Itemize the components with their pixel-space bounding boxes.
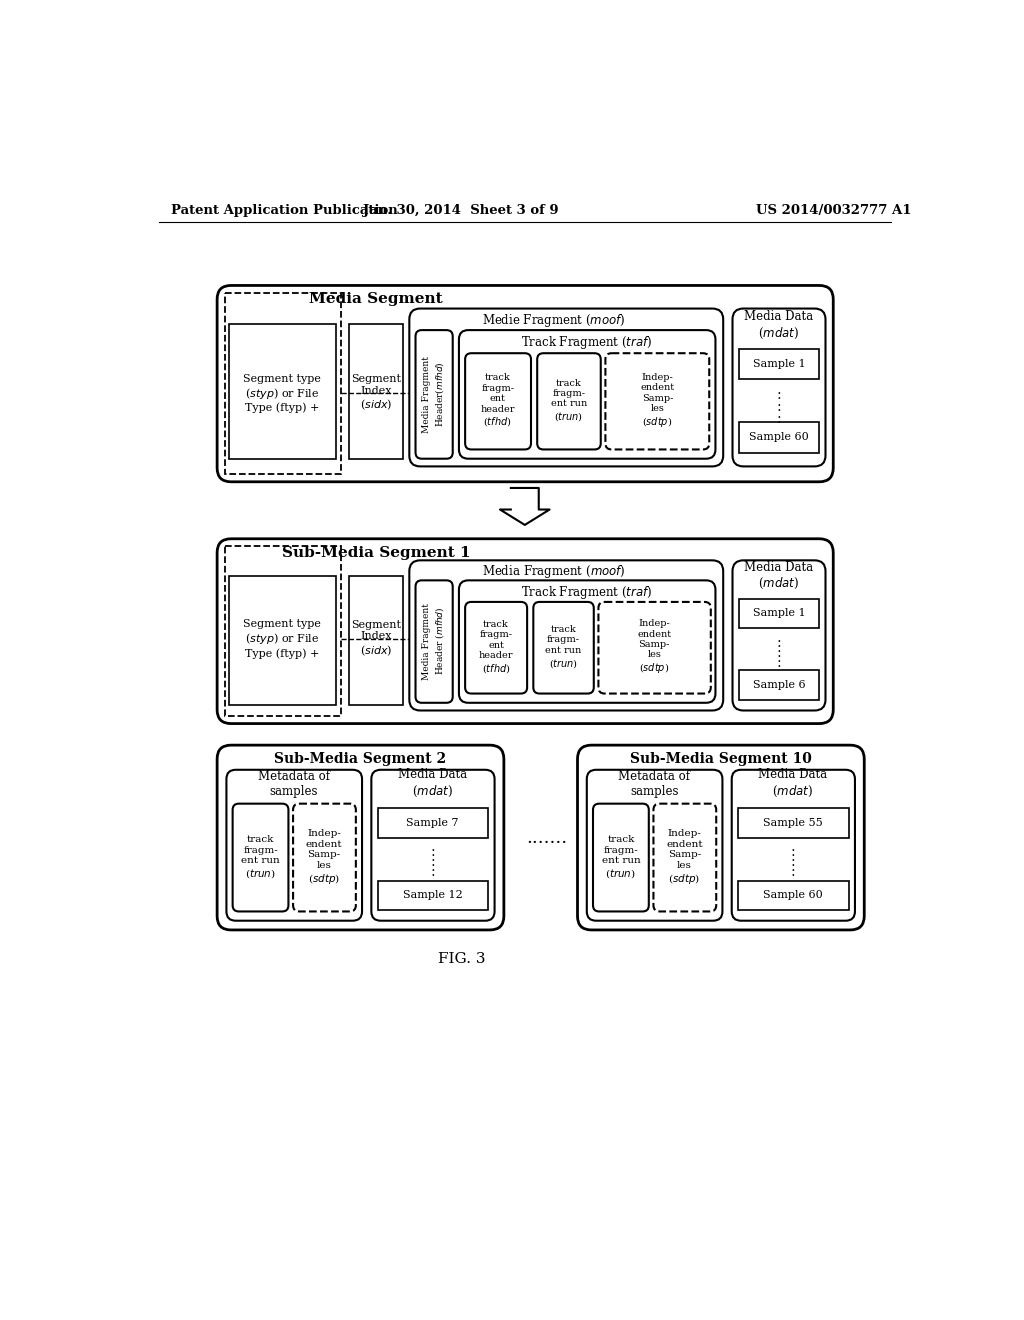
Text: Media Data
($\mathit{mdat}$): Media Data ($\mathit{mdat}$) xyxy=(744,310,813,341)
Text: :: : xyxy=(776,636,781,649)
Text: Metadata of
samples: Metadata of samples xyxy=(258,770,330,797)
Bar xyxy=(738,348,819,379)
FancyBboxPatch shape xyxy=(293,804,356,911)
Text: Media Data
($\mathit{mdat}$): Media Data ($\mathit{mdat}$) xyxy=(759,768,827,799)
FancyBboxPatch shape xyxy=(605,354,710,449)
Text: Sample 1: Sample 1 xyxy=(753,359,805,370)
Text: .......: ....... xyxy=(526,829,567,846)
FancyBboxPatch shape xyxy=(410,309,723,466)
FancyBboxPatch shape xyxy=(534,602,594,693)
Bar xyxy=(378,808,488,837)
Text: Segment
Index
($\mathit{sidx}$): Segment Index ($\mathit{sidx}$) xyxy=(351,374,401,412)
Text: Jan. 30, 2014  Sheet 3 of 9: Jan. 30, 2014 Sheet 3 of 9 xyxy=(364,205,559,218)
FancyBboxPatch shape xyxy=(732,770,855,921)
FancyBboxPatch shape xyxy=(459,330,716,459)
Text: :: : xyxy=(776,656,781,669)
Text: :: : xyxy=(791,855,796,869)
Text: Sample 6: Sample 6 xyxy=(753,680,805,690)
FancyBboxPatch shape xyxy=(732,560,825,710)
FancyBboxPatch shape xyxy=(232,804,289,911)
Text: Segment type
($\mathit{styp}$) or File
Type (ftyp) +: Segment type ($\mathit{styp}$) or File T… xyxy=(244,619,322,659)
Text: track
fragm-
ent run
($\mathit{trun}$): track fragm- ent run ($\mathit{trun}$) xyxy=(551,379,587,424)
Bar xyxy=(738,880,849,909)
Text: US 2014/0032777 A1: US 2014/0032777 A1 xyxy=(756,205,911,218)
Text: :: : xyxy=(776,388,781,401)
Text: FIG. 3: FIG. 3 xyxy=(437,952,485,966)
Polygon shape xyxy=(500,488,550,525)
FancyBboxPatch shape xyxy=(217,744,504,929)
Bar xyxy=(349,576,403,705)
Text: :: : xyxy=(430,855,435,869)
Text: Sub-Media Segment 10: Sub-Media Segment 10 xyxy=(630,752,812,766)
Text: :: : xyxy=(791,865,796,879)
Text: Sub-Media Segment 2: Sub-Media Segment 2 xyxy=(274,752,446,766)
Bar xyxy=(349,323,403,459)
Text: :: : xyxy=(776,412,781,426)
Text: Media Data
($\mathit{mdat}$): Media Data ($\mathit{mdat}$) xyxy=(744,561,813,591)
Text: track
fragm-
ent
header
($\mathit{tfhd}$): track fragm- ent header ($\mathit{tfhd}$… xyxy=(479,620,513,675)
Text: Indep-
endent
Samp-
les
($\mathit{sdtp}$): Indep- endent Samp- les ($\mathit{sdtp}$… xyxy=(637,619,672,676)
FancyBboxPatch shape xyxy=(593,804,649,911)
FancyBboxPatch shape xyxy=(578,744,864,929)
Bar xyxy=(228,576,336,705)
FancyBboxPatch shape xyxy=(598,602,711,693)
Text: Indep-
endent
Samp-
les
($\mathit{sdtp}$): Indep- endent Samp- les ($\mathit{sdtp}$… xyxy=(306,829,342,886)
Bar xyxy=(225,293,341,474)
Bar xyxy=(228,323,336,459)
Bar xyxy=(738,422,819,453)
Text: track
fragm-
ent
header
($\mathit{tfhd}$): track fragm- ent header ($\mathit{tfhd}$… xyxy=(480,374,515,429)
FancyBboxPatch shape xyxy=(226,770,362,921)
Text: Indep-
endent
Samp-
les
($\mathit{sdtp}$): Indep- endent Samp- les ($\mathit{sdtp}$… xyxy=(667,829,702,886)
FancyBboxPatch shape xyxy=(217,285,834,482)
FancyBboxPatch shape xyxy=(416,330,453,459)
Bar xyxy=(738,808,849,837)
Text: Track Fragment ($\mathit{traf}$): Track Fragment ($\mathit{traf}$) xyxy=(521,334,652,351)
Text: Sample 55: Sample 55 xyxy=(763,818,823,828)
Text: :: : xyxy=(776,400,781,414)
Text: :: : xyxy=(791,845,796,859)
FancyBboxPatch shape xyxy=(587,770,722,921)
Text: Sample 60: Sample 60 xyxy=(763,890,823,900)
Text: Sample 12: Sample 12 xyxy=(402,890,463,900)
Text: Sub-Media Segment 1: Sub-Media Segment 1 xyxy=(282,545,470,560)
FancyBboxPatch shape xyxy=(465,602,527,693)
Text: track
fragm-
ent run
($\mathit{trun}$): track fragm- ent run ($\mathit{trun}$) xyxy=(546,626,582,669)
FancyBboxPatch shape xyxy=(538,354,601,449)
Bar xyxy=(738,599,819,628)
FancyBboxPatch shape xyxy=(459,581,716,702)
FancyBboxPatch shape xyxy=(217,539,834,723)
FancyBboxPatch shape xyxy=(410,560,723,710)
Text: :: : xyxy=(430,865,435,879)
Text: Sample 1: Sample 1 xyxy=(753,609,805,619)
FancyBboxPatch shape xyxy=(372,770,495,921)
Text: Sample 60: Sample 60 xyxy=(750,432,809,442)
Text: :: : xyxy=(776,645,781,660)
Text: track
fragm-
ent run
($\mathit{trun}$): track fragm- ent run ($\mathit{trun}$) xyxy=(601,836,640,880)
Text: track
fragm-
ent run
($\mathit{trun}$): track fragm- ent run ($\mathit{trun}$) xyxy=(241,836,280,880)
Text: Segment type
($\mathit{styp}$) or File
Type (ftyp) +: Segment type ($\mathit{styp}$) or File T… xyxy=(244,374,322,413)
FancyBboxPatch shape xyxy=(653,804,716,911)
Text: Patent Application Publication: Patent Application Publication xyxy=(171,205,397,218)
Text: Sample 7: Sample 7 xyxy=(407,818,459,828)
Text: Media Fragment
Header($\mathit{mfhd}$): Media Fragment Header($\mathit{mfhd}$) xyxy=(422,355,446,433)
Bar xyxy=(378,880,488,909)
Text: Indep-
endent
Samp-
les
($\mathit{sdtp}$): Indep- endent Samp- les ($\mathit{sdtp}$… xyxy=(640,372,675,429)
FancyBboxPatch shape xyxy=(732,309,825,466)
Text: Medie Fragment ($\mathit{moof}$): Medie Fragment ($\mathit{moof}$) xyxy=(482,313,626,330)
Text: Media Fragment ($\mathit{moof}$): Media Fragment ($\mathit{moof}$) xyxy=(482,564,626,581)
Text: Media Segment: Media Segment xyxy=(309,292,442,306)
Text: Track Fragment ($\mathit{traf}$): Track Fragment ($\mathit{traf}$) xyxy=(521,585,652,601)
Text: Metadata of
samples: Metadata of samples xyxy=(618,770,690,797)
Text: :: : xyxy=(430,845,435,859)
Bar xyxy=(225,546,341,715)
Text: Media Fragment
Header ($\mathit{mfhd}$): Media Fragment Header ($\mathit{mfhd}$) xyxy=(422,603,446,680)
Bar xyxy=(738,671,819,700)
Text: Media Data
($\mathit{mdat}$): Media Data ($\mathit{mdat}$) xyxy=(398,768,467,799)
FancyBboxPatch shape xyxy=(416,581,453,702)
Text: Segment
Index
($\mathit{sidx}$): Segment Index ($\mathit{sidx}$) xyxy=(351,620,401,657)
FancyBboxPatch shape xyxy=(465,354,531,449)
